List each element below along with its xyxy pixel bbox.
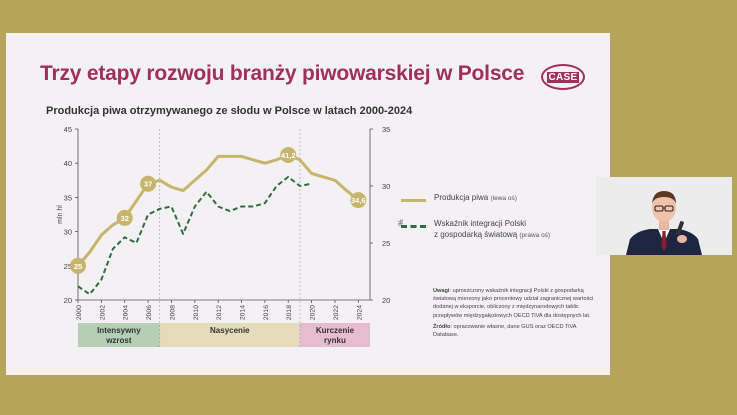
- phase-label-line2: wzrost: [105, 336, 132, 345]
- series-line-integration: [77, 175, 312, 296]
- x-axis-tick-label: 2008: [169, 305, 176, 320]
- data-label: 34,6: [351, 196, 366, 205]
- x-axis-tick-label: 2022: [333, 305, 340, 320]
- x-axis-tick-label: 2010: [193, 305, 200, 320]
- legend-dashed-line-swatch: [401, 225, 426, 228]
- legend-production-note: (lewa oś): [490, 195, 517, 202]
- x-axis-tick-label: 2002: [99, 305, 106, 320]
- phase-label-line1: Kurczenie: [316, 326, 355, 335]
- right-axis-tick-label: 30: [382, 182, 390, 191]
- x-axis-tick-label: 2004: [123, 305, 130, 320]
- data-label-bubble: [116, 209, 133, 226]
- presentation-slide: Trzy etapy rozwoju branży piwowarskiej w…: [6, 33, 610, 375]
- data-label: 25: [74, 262, 82, 271]
- note-uwagi: Uwagi: uproszczony wskaźnik integracji P…: [433, 287, 596, 320]
- note-uwagi-label: Uwagi: [433, 288, 450, 294]
- series-line-production: [76, 153, 360, 267]
- case-logo: CASE: [541, 64, 585, 90]
- data-label-bubble: [70, 257, 86, 274]
- note-zrodlo-label: Źródło: [433, 323, 451, 330]
- data-label: 32: [121, 214, 129, 223]
- x-axis-tick-label: 2000: [76, 305, 83, 320]
- left-axis-tick-label: 20: [64, 296, 72, 305]
- data-label-bubble: [350, 192, 367, 209]
- phase-band: [78, 323, 160, 347]
- speaker-video-thumbnail: [596, 177, 732, 255]
- x-axis-tick-label: 2014: [240, 305, 247, 320]
- data-label: 41,2: [281, 151, 296, 160]
- x-axis-tick-label: 2012: [216, 305, 223, 320]
- phase-label-line2: rynku: [324, 336, 346, 345]
- left-axis-tick-label: 45: [64, 125, 72, 134]
- legend-integration-note: (prawa oś): [519, 232, 551, 239]
- chart-notes: Uwagi: uproszczony wskaźnik integracji P…: [433, 287, 596, 342]
- legend-integration-label-line1: Wskaźnik integracji Polski: [434, 219, 527, 228]
- left-axis-tick-label: 30: [64, 228, 72, 237]
- left-axis-label: mln hl: [57, 205, 64, 224]
- left-axis-tick-label: 35: [64, 193, 72, 202]
- chart-subtitle: Produkcja piwa otrzymywanego ze słodu w …: [46, 105, 413, 117]
- note-uwagi-text: : uproszczony wskaźnik integracji Polski…: [433, 288, 594, 319]
- phase-label-line1: Nasycenie: [210, 326, 250, 335]
- legend-item-integration: Wskaźnik integracji Polski z gospodarką …: [401, 218, 591, 241]
- x-axis-tick-label: 2016: [263, 305, 270, 320]
- legend-solid-line-swatch: [401, 199, 426, 202]
- phase-band: [159, 323, 300, 347]
- phase-band: [299, 323, 370, 347]
- right-axis-label: %: [396, 219, 403, 225]
- logo-text: CASE: [546, 71, 580, 83]
- note-zrodlo-text: : opracowanie własne, dane GUS oraz OECD…: [433, 323, 577, 339]
- left-axis-tick-label: 25: [64, 262, 72, 271]
- data-label: 37: [144, 180, 152, 189]
- right-axis-tick-label: 35: [382, 125, 390, 134]
- x-axis-tick-label: 2024: [356, 305, 363, 320]
- x-axis-tick-label: 2020: [310, 305, 317, 320]
- data-label-bubble: [140, 175, 157, 192]
- left-axis-tick-label: 40: [64, 159, 72, 168]
- x-axis-tick-label: 2018: [286, 305, 293, 320]
- legend-production-label: Produkcja piwa: [434, 193, 489, 202]
- right-axis-tick-label: 20: [382, 296, 390, 305]
- x-axis-tick-label: 2006: [146, 305, 153, 320]
- data-label-bubble: [280, 146, 297, 163]
- speaker-figure: [596, 177, 732, 255]
- right-axis-tick-label: 25: [382, 239, 390, 248]
- legend-integration-label-line2: z gospodarką światową: [434, 230, 518, 239]
- phase-label-line1: Intensywny: [97, 326, 141, 335]
- chart-legend: Produkcja piwa (lewa oś) Wskaźnik integr…: [401, 192, 591, 255]
- note-zrodlo: Źródło: opracowanie własne, dane GUS ora…: [433, 323, 596, 339]
- slide-title: Trzy etapy rozwoju branży piwowarskiej w…: [40, 62, 525, 85]
- legend-item-production: Produkcja piwa (lewa oś): [401, 192, 591, 204]
